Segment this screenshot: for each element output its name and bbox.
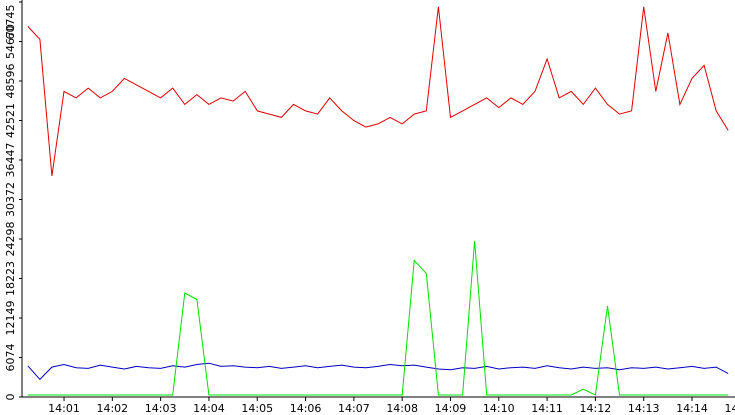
series-line <box>27 6 729 176</box>
x-tick-label: 14:09 <box>435 402 467 415</box>
y-tick-label: 60745 <box>4 5 17 40</box>
y-tick-label: 36447 <box>4 143 17 178</box>
y-tick-label: 48596 <box>4 64 17 99</box>
x-tick-label: 14:12 <box>580 402 612 415</box>
x-tick-label: 14:11 <box>531 402 563 415</box>
y-tick-label: 0 <box>4 394 17 401</box>
x-tick-label: 14:07 <box>338 402 370 415</box>
x-tick-label: 14:03 <box>145 402 177 415</box>
y-tick-label: 6074 <box>4 344 17 372</box>
series-line <box>27 240 729 396</box>
x-tick-label: 14:08 <box>386 402 418 415</box>
y-tick-label: 24298 <box>4 222 17 257</box>
y-tick-label: 42521 <box>4 103 17 138</box>
x-tick-label: 14:05 <box>241 402 273 415</box>
y-tick-label: 30372 <box>4 182 17 217</box>
series-line <box>27 362 729 381</box>
x-tick-label: 14:14 <box>676 402 708 415</box>
x-tick-label: 14:06 <box>290 402 322 415</box>
x-tick-label: 14:13 <box>628 402 660 415</box>
y-tick-label: 18223 <box>4 261 17 296</box>
y-tick-label: 12149 <box>4 301 17 336</box>
x-tick-label: 14:10 <box>483 402 515 415</box>
x-tick-label: 14:04 <box>193 402 225 415</box>
y-tick-label: 54670 <box>4 24 17 59</box>
x-tick-label: 14:02 <box>96 402 128 415</box>
x-tick-label: 14:01 <box>48 402 80 415</box>
x-tick-label: 14:15 <box>724 402 735 415</box>
